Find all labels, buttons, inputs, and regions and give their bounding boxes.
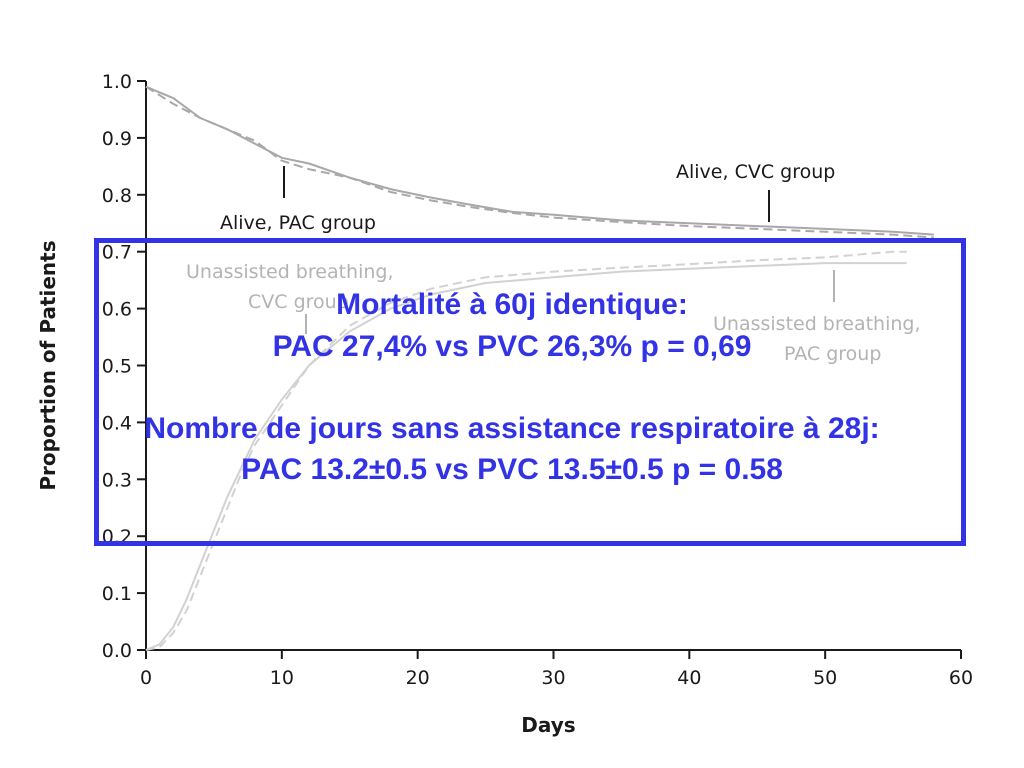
annotation-label-ann_unassisted_pac: PAC group <box>784 343 881 365</box>
x-tick-label: 50 <box>813 667 837 689</box>
y-tick-label: 0.8 <box>102 185 132 207</box>
x-tick-label: 40 <box>677 667 701 689</box>
x-tick-label: 20 <box>406 667 430 689</box>
series-line-alive_pac <box>145 85 934 236</box>
summary-overlay-box <box>94 238 966 546</box>
series-line-unassisted_cvc <box>145 262 907 651</box>
annotation-label-ann_alive_pac: Alive, PAC group <box>220 212 376 234</box>
x-tick-label: 30 <box>541 667 565 689</box>
x-axis-title: Days <box>521 713 575 737</box>
y-tick-label: 1.0 <box>102 71 132 93</box>
y-tick-label: 0.0 <box>102 640 132 662</box>
y-tick-label: 0.6 <box>102 299 132 321</box>
overlay-ventilation-title: Nombre de jours sans assistance respirat… <box>144 412 880 445</box>
chart-annotations: Alive, PAC group Alive, CVC group Unassist… <box>186 161 921 365</box>
overlay-mortality-values: PAC 27,4% vs PVC 26,3% p = 0,69 <box>272 330 752 363</box>
chart-axes: 0 10 20 30 40 50 600.00.10.20.30.40.50.60.70.8… <box>36 71 973 737</box>
annotation-label-ann_unassisted_cvc: CVC group <box>248 291 349 313</box>
series-line-unassisted_pac <box>145 250 907 651</box>
x-tick-label: 10 <box>270 667 294 689</box>
x-tick-label: 60 <box>949 667 973 689</box>
overlay-mortality-title: Mortalité à 60j identique: <box>336 288 688 321</box>
annotation-label-ann_alive_cvc: Alive, CVC group <box>676 161 835 183</box>
y-tick-label: 0.5 <box>102 356 132 378</box>
y-tick-label: 0.1 <box>102 583 132 605</box>
y-tick-label: 0.3 <box>102 469 132 491</box>
annotation-label-ann_unassisted_pac: Unassisted breathing, <box>713 313 921 335</box>
x-tick-label: 0 <box>140 667 152 689</box>
y-tick-label: 0.7 <box>102 242 132 264</box>
y-tick-label: 0.4 <box>102 412 132 434</box>
y-tick-label: 0.9 <box>102 128 132 150</box>
overlay-ventilation-values: PAC 13.2±0.5 vs PVC 13.5±0.5 p = 0.58 <box>241 453 783 486</box>
y-axis-title: Proportion of Patients <box>36 240 60 490</box>
chart-series <box>145 85 934 651</box>
annotation-label-ann_unassisted_cvc: Unassisted breathing, <box>186 261 394 283</box>
